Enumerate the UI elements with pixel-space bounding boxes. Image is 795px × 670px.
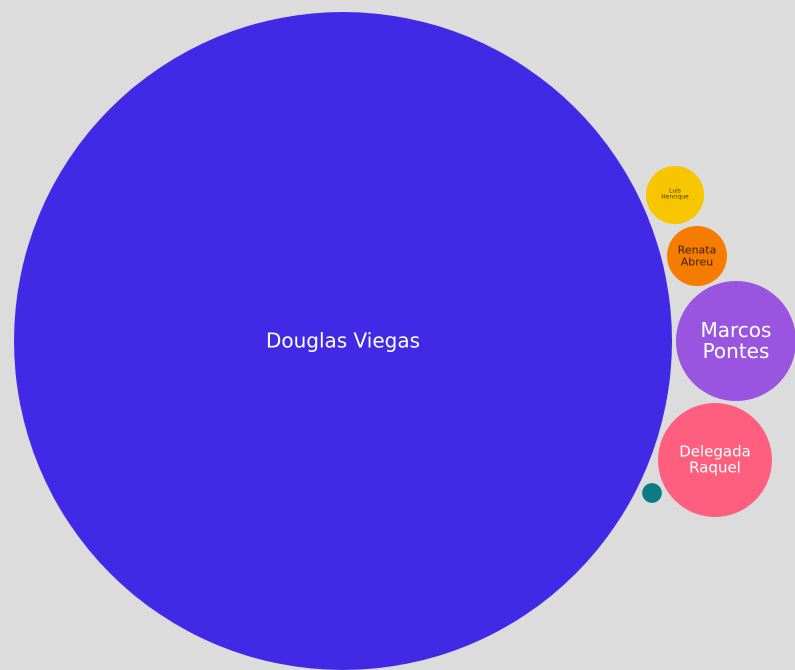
bubble-label: Marcos Pontes xyxy=(700,318,772,363)
bubble xyxy=(675,280,795,402)
bubble xyxy=(642,483,662,503)
bubble-label: Renata Abreu xyxy=(677,243,717,268)
bubble-label: Delegada Raquel xyxy=(679,442,751,476)
bubble xyxy=(667,226,727,286)
bubble xyxy=(658,403,772,517)
bubble-label: Luis Henrique xyxy=(661,187,689,201)
bubble xyxy=(645,165,705,225)
bubble xyxy=(14,12,672,670)
bubble-label: Douglas Viegas xyxy=(265,328,421,353)
